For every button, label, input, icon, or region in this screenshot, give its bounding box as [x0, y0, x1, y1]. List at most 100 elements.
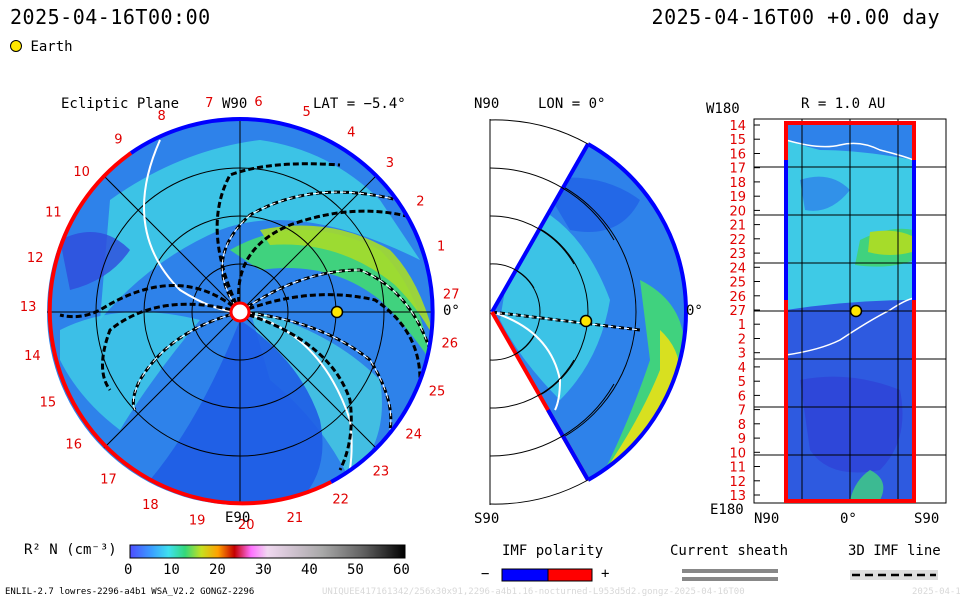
- ecliptic-tick-1: 1: [437, 239, 445, 254]
- map-row-26: 26: [729, 290, 746, 305]
- current-sheath-title: Current sheath: [670, 543, 789, 559]
- ecliptic-tick-25: 25: [429, 384, 446, 399]
- map-row-8: 8: [738, 418, 746, 433]
- ecliptic-tick-16: 16: [65, 438, 82, 453]
- map-title: R = 1.0 AU: [801, 96, 886, 112]
- meridional-wedge: [489, 119, 688, 505]
- ecliptic-title: Ecliptic Plane: [61, 96, 180, 112]
- meridional-top-label: N90: [474, 96, 500, 112]
- map-row-27: 27: [729, 304, 746, 319]
- map-row-10: 10: [729, 446, 746, 461]
- meridional-lon: LON = 0°: [538, 96, 606, 112]
- ecliptic-tick-3: 3: [386, 156, 394, 171]
- ecliptic-tick-18: 18: [142, 498, 159, 513]
- imf-minus: −: [481, 566, 490, 582]
- ecliptic-tick-15: 15: [40, 396, 57, 411]
- ecliptic-tick-17: 17: [100, 472, 117, 487]
- ecliptic-tick-12: 12: [27, 251, 44, 266]
- colorbar-label: R² N (cm⁻³): [24, 542, 117, 558]
- meridional-right-label: 0°: [686, 303, 703, 319]
- colorbar-tick-30: 30: [255, 562, 272, 578]
- ecliptic-tick-20: 20: [238, 518, 255, 533]
- imf3d-title: 3D IMF line: [848, 543, 941, 559]
- ecliptic-tick-6: 6: [254, 95, 262, 110]
- map-xlabel-s90: S90: [914, 511, 940, 527]
- ecliptic-tick-8: 8: [158, 109, 166, 124]
- footer-model: ENLIL-2.7 lowres-2296-a4b1 WSA_V2.2 GONG…: [5, 587, 255, 597]
- map-row-6: 6: [738, 389, 746, 404]
- datetime-right: 2025-04-16T00 +0.00 day: [651, 5, 940, 29]
- ecliptic-tick-2: 2: [416, 195, 424, 210]
- map-row-11: 11: [729, 461, 746, 476]
- ecliptic-bottom-label: E90: [225, 510, 251, 526]
- map-row-5: 5: [738, 375, 746, 390]
- ecliptic-disk: [47, 117, 435, 506]
- colorbar-tick-20: 20: [209, 562, 226, 578]
- ecliptic-tick-13: 13: [20, 300, 37, 315]
- ecliptic-tick-23: 23: [373, 464, 390, 479]
- map-row-9: 9: [738, 432, 746, 447]
- map-row-25: 25: [729, 276, 746, 291]
- ecliptic-tick-7: 7: [205, 96, 213, 111]
- map-row-18: 18: [729, 176, 746, 191]
- sheath-line-1: [682, 569, 778, 573]
- map-bottom-left: E180: [710, 502, 744, 518]
- ecliptic-tick-5: 5: [303, 105, 311, 120]
- map-row-12: 12: [729, 475, 746, 490]
- map-row-13: 13: [729, 489, 746, 504]
- map-top-left: W180: [706, 101, 740, 117]
- map-row-23: 23: [729, 247, 746, 262]
- map-row-22: 22: [729, 233, 746, 248]
- map-row-4: 4: [738, 361, 746, 376]
- ecliptic-tick-24: 24: [405, 428, 422, 443]
- meridional-bottom-label: S90: [474, 511, 500, 527]
- imf-plus: +: [601, 566, 610, 582]
- ecliptic-top-label: W90: [222, 96, 248, 112]
- map-row-1: 1: [738, 318, 746, 333]
- map-row-15: 15: [729, 133, 746, 148]
- ecliptic-tick-11: 11: [45, 205, 62, 220]
- earth-marker-map: [849, 304, 863, 318]
- colorbar-tick-10: 10: [163, 562, 180, 578]
- datetime-left: 2025-04-16T00:00: [10, 5, 211, 29]
- ecliptic-tick-14: 14: [24, 349, 41, 364]
- ecliptic-tick-4: 4: [347, 126, 355, 141]
- colorbar-tick-40: 40: [301, 562, 318, 578]
- ecliptic-tick-22: 22: [332, 493, 349, 508]
- imf-positive-swatch: [547, 568, 593, 582]
- ecliptic-lat: LAT = −5.4°: [313, 96, 406, 112]
- map-row-7: 7: [738, 404, 746, 419]
- map-row-16: 16: [729, 148, 746, 163]
- footer-faint-right: 2025-04-17: [912, 587, 960, 597]
- map-row-19: 19: [729, 190, 746, 205]
- map-row-24: 24: [729, 261, 746, 276]
- ecliptic-tick-9: 9: [114, 132, 122, 147]
- ecliptic-tick-19: 19: [189, 514, 206, 529]
- imf-polarity-title: IMF polarity: [502, 543, 604, 559]
- map-row-2: 2: [738, 333, 746, 348]
- synoptic-map: [753, 118, 947, 504]
- earth-marker-icon: [10, 40, 22, 52]
- colorbar-tick-0: 0: [124, 562, 133, 578]
- colorbar-tick-60: 60: [393, 562, 410, 578]
- map-xlabel-n90: N90: [754, 511, 780, 527]
- earth-marker-ecliptic: [330, 305, 344, 319]
- map-row-3: 3: [738, 347, 746, 362]
- ecliptic-tick-10: 10: [73, 165, 90, 180]
- map-xlabel-0: 0°: [840, 511, 857, 527]
- ecliptic-tick-26: 26: [442, 337, 459, 352]
- map-row-14: 14: [729, 119, 746, 134]
- map-row-20: 20: [729, 204, 746, 219]
- earth-legend-label: Earth: [30, 39, 73, 55]
- ecliptic-tick-27: 27: [443, 288, 460, 303]
- ecliptic-tick-21: 21: [287, 511, 304, 526]
- ecliptic-right-label: 0°: [443, 303, 460, 319]
- colorbar-tick-50: 50: [347, 562, 364, 578]
- footer-faint: UNIQUEE417161342/256x30x91,2296-a4b1.16-…: [322, 587, 745, 597]
- imf-negative-swatch: [501, 568, 549, 582]
- earth-marker-meridional: [579, 314, 593, 328]
- map-row-21: 21: [729, 219, 746, 234]
- colorbar: [129, 544, 406, 559]
- map-row-17: 17: [729, 162, 746, 177]
